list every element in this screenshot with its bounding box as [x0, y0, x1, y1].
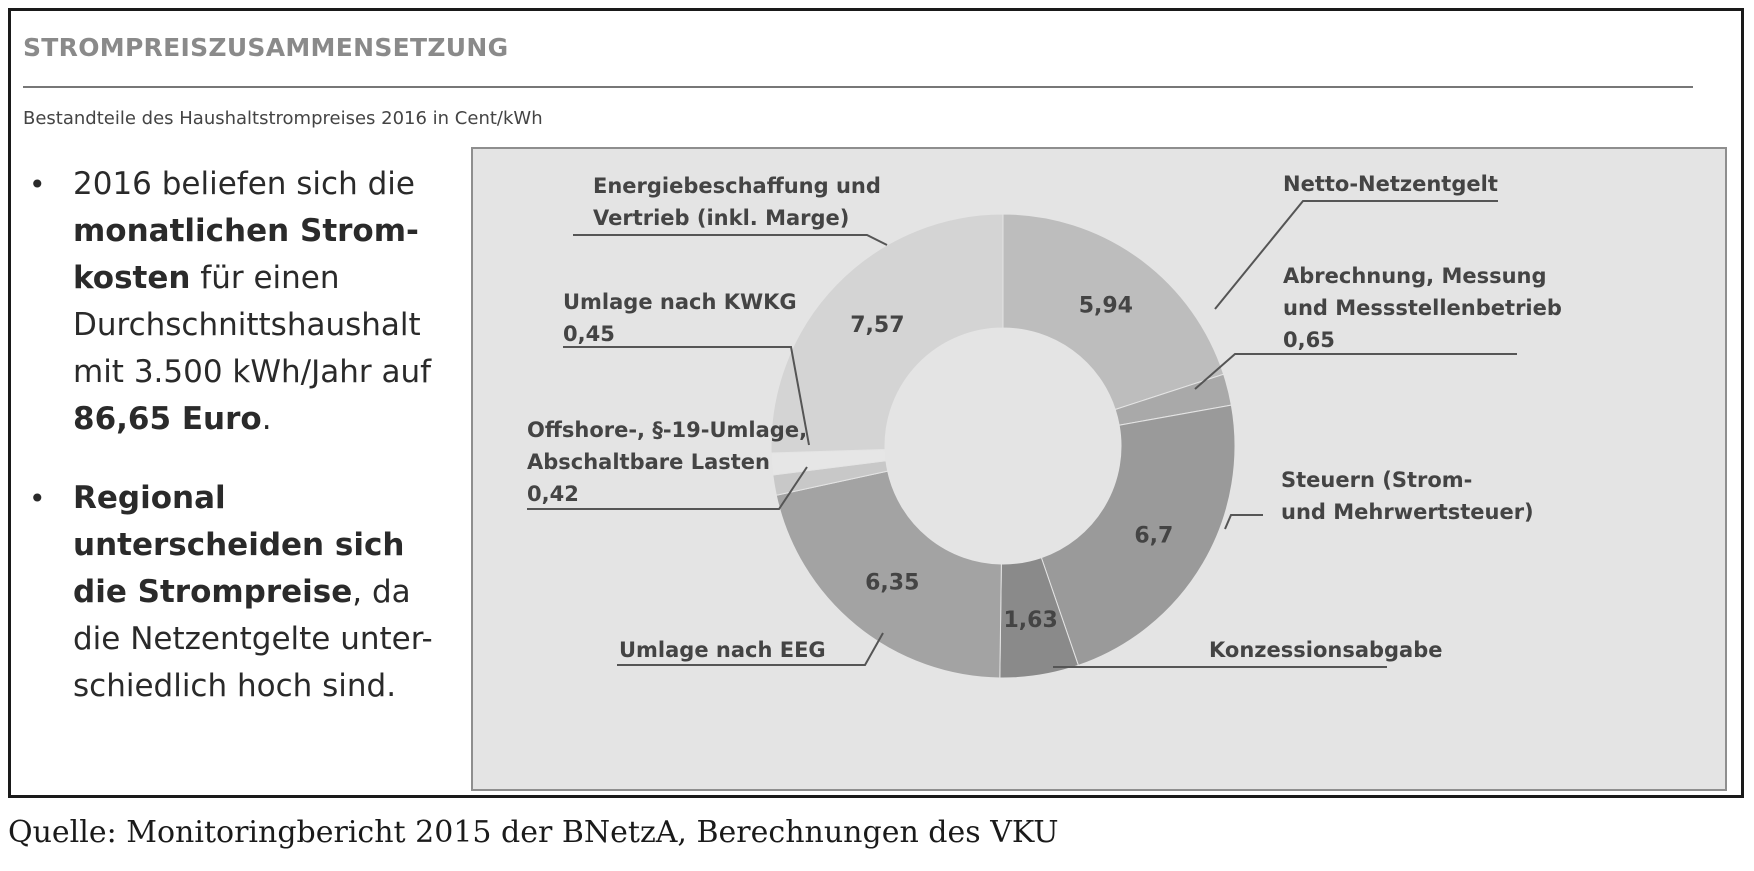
- slice-value-label: 1,63: [1004, 608, 1058, 633]
- leader-line-energie: [573, 234, 888, 246]
- slice-value-label: 5,94: [1079, 293, 1133, 318]
- slice-value-label: 7,57: [850, 313, 904, 338]
- bullet-item: • 2016 beliefen sich die monatlichen Stro…: [25, 161, 455, 443]
- bullet-run: kosten: [73, 260, 191, 296]
- bullet-run: schiedlich hoch sind.: [73, 668, 397, 704]
- leader-line-eeg: [617, 632, 884, 666]
- label-offshore: Offshore-, §-19-Umlage, Abschaltbare Las…: [527, 418, 814, 506]
- title-divider: [23, 86, 1693, 88]
- figure-title: STROMPREISZUSAMMENSETZUNG: [23, 33, 509, 62]
- donut-chart: 5,94 6,7 1,63 6,35 7,57 Energiebeschaffung u…: [527, 172, 1569, 679]
- label-netz: Netto-Netzentgelt: [1283, 172, 1498, 196]
- chart-panel: 5,94 6,7 1,63 6,35 7,57 Energiebeschaffung u…: [471, 147, 1727, 791]
- slice-value-label: 6,35: [865, 571, 919, 596]
- slice-values: 5,94 6,7 1,63 6,35 7,57: [850, 293, 1173, 632]
- bullet-dot-icon: •: [29, 482, 46, 515]
- bullet-run: .: [261, 401, 272, 437]
- bullet-run: 2016 beliefen sich die: [73, 166, 415, 202]
- bullet-dot-icon: •: [29, 168, 46, 201]
- leader-line-netz: [1214, 200, 1498, 310]
- bullet-run: , da die Netzentgelte unter-: [73, 574, 433, 657]
- donut-slice: [1040, 404, 1236, 667]
- figure-subtitle: Bestandteile des Haushaltstrompreises 20…: [23, 108, 543, 129]
- donut-slices: [770, 213, 1236, 679]
- label-abrechnung: Abrechnung, Messung und Messstellenbetri…: [1283, 264, 1569, 352]
- bullet-item: • Regional unterscheiden sich die Strompr…: [25, 475, 455, 710]
- leader-line-offshore: [527, 466, 808, 510]
- bullet-run: Regional unterscheiden sich die Strompre…: [73, 480, 405, 610]
- leader-line-steuern: [1224, 514, 1263, 530]
- bullet-run: monatlichen Strom-: [73, 213, 419, 249]
- bullet-text: 2016 beliefen sich die monatlichen Strom…: [73, 166, 431, 437]
- bullet-run: für einen Durchschnittshaushalt mit 3.50…: [73, 260, 432, 390]
- donut-slice: [775, 470, 1002, 679]
- bullet-run: 86,65 Euro: [73, 401, 262, 437]
- label-eeg: Umlage nach EEG: [619, 638, 826, 662]
- bullet-list: • 2016 beliefen sich die monatlichen Stro…: [25, 161, 455, 710]
- slice-value-label: 6,7: [1134, 524, 1173, 549]
- label-kwkg: Umlage nach KWKG 0,45: [563, 290, 804, 346]
- label-energie: Energiebeschaffung und Vertrieb (inkl. M…: [593, 174, 888, 230]
- figure-frame: STROMPREISZUSAMMENSETZUNG Bestandteile d…: [8, 8, 1744, 798]
- leader-line-abrechnung: [1194, 353, 1517, 390]
- label-steuern: Steuern (Strom- und Mehrwertsteuer): [1281, 468, 1534, 524]
- leader-line-kwkg: [563, 346, 810, 446]
- label-konzession: Konzessionsabgabe: [1209, 638, 1443, 662]
- donut-slice: [1002, 213, 1225, 411]
- bullet-text: Regional unterscheiden sich die Strompre…: [73, 480, 433, 704]
- source-note: Quelle: Monitoringbericht 2015 der BNetz…: [8, 815, 1059, 850]
